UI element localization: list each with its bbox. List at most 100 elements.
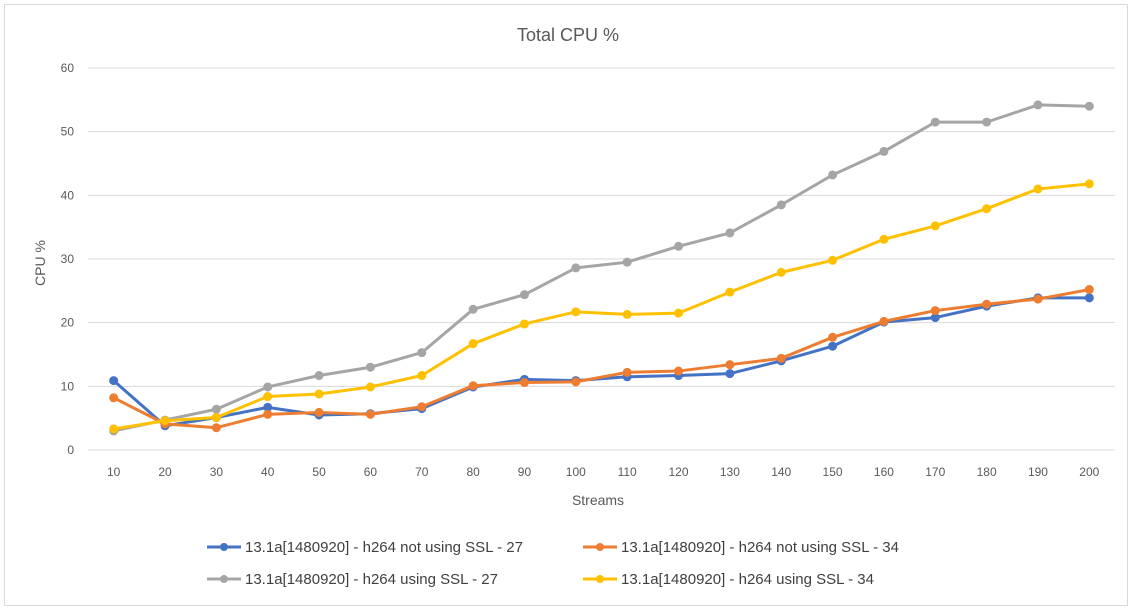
x-tick-label: 130: [720, 465, 740, 479]
x-tick-label: 50: [312, 465, 326, 479]
series-line: [112, 296, 1091, 428]
data-point: [1084, 179, 1094, 189]
data-point: [622, 309, 632, 319]
data-point: [314, 371, 324, 381]
data-point: [417, 402, 427, 412]
data-point: [571, 377, 581, 387]
data-point: [211, 404, 221, 414]
data-point: [109, 376, 119, 386]
data-point: [1084, 293, 1094, 303]
data-point: [828, 341, 838, 351]
y-axis-label: CPU %: [32, 240, 48, 286]
data-point: [674, 366, 684, 376]
x-tick-label: 140: [771, 465, 791, 479]
series-4: [109, 179, 1094, 434]
x-tick-label: 90: [518, 465, 532, 479]
series-line: [112, 288, 1091, 430]
legend-label: 13.1a[1480920] - h264 using SSL - 27: [245, 571, 498, 588]
x-tick-label: 20: [158, 465, 172, 479]
data-point: [674, 241, 684, 251]
legend-label: 13.1a[1480920] - h264 not using SSL - 34: [621, 539, 899, 556]
data-point: [519, 319, 529, 329]
data-point: [930, 306, 940, 316]
data-point: [468, 381, 478, 391]
data-point: [519, 290, 529, 300]
data-point: [211, 413, 221, 423]
y-axis-ticks: 0 10 20 30 40 50 60: [61, 61, 75, 457]
data-point: [982, 299, 992, 309]
data-point: [468, 339, 478, 349]
legend-item-2: 13.1a[1480920] - h264 not using SSL - 34: [583, 539, 899, 556]
data-point: [725, 360, 735, 370]
legend-item-1: 13.1a[1480920] - h264 not using SSL - 27: [207, 539, 523, 556]
legend-marker: [220, 543, 228, 551]
x-tick-label: 150: [823, 465, 843, 479]
data-point: [828, 332, 838, 342]
series-line: [112, 182, 1091, 431]
x-tick-label: 200: [1079, 465, 1099, 479]
data-point: [109, 393, 119, 403]
data-point: [982, 204, 992, 214]
x-axis-label: Streams: [572, 492, 624, 508]
data-point: [519, 378, 529, 388]
data-point: [1033, 294, 1043, 304]
data-point: [622, 367, 632, 377]
data-point: [725, 369, 735, 379]
x-tick-label: 100: [566, 465, 586, 479]
data-point: [1084, 101, 1094, 111]
series-3: [109, 100, 1094, 436]
data-point: [263, 382, 273, 392]
x-tick-label: 190: [1028, 465, 1048, 479]
x-tick-label: 60: [364, 465, 378, 479]
x-tick-label: 40: [261, 465, 275, 479]
chart-title: Total CPU %: [517, 25, 619, 45]
data-point: [365, 409, 375, 419]
legend-label: 13.1a[1480920] - h264 using SSL - 34: [621, 571, 874, 588]
y-tick-label: 30: [61, 252, 75, 266]
x-tick-label: 30: [210, 465, 224, 479]
data-point: [417, 348, 427, 358]
data-point: [725, 228, 735, 238]
data-point: [776, 267, 786, 277]
data-point: [1033, 100, 1043, 110]
data-point: [109, 424, 119, 434]
data-point: [879, 316, 889, 326]
x-tick-label: 70: [415, 465, 429, 479]
data-point: [1084, 285, 1094, 295]
data-point: [674, 308, 684, 318]
data-point: [828, 170, 838, 180]
data-point: [468, 304, 478, 314]
x-tick-label: 180: [977, 465, 997, 479]
data-point: [776, 353, 786, 363]
x-axis-ticks: 10 20 30 40 50 60 70 80 90 100 110 120 130 140 150 160 1…: [107, 465, 1100, 479]
data-point: [314, 407, 324, 417]
y-tick-label: 40: [61, 188, 75, 202]
data-point: [828, 255, 838, 265]
legend-item-3: 13.1a[1480920] - h264 using SSL - 27: [207, 571, 498, 588]
data-point: [571, 307, 581, 317]
data-point: [879, 146, 889, 156]
y-tick-label: 50: [61, 125, 75, 139]
x-tick-label: 120: [669, 465, 689, 479]
data-point: [622, 257, 632, 267]
x-tick-label: 110: [618, 465, 637, 479]
series-group: [109, 100, 1094, 436]
line-chart: Total CPU % 0 10 20 30 40 50 60 10 20 30 40 50 60 70…: [32, 25, 1115, 588]
data-point: [1033, 184, 1043, 194]
y-tick-label: 20: [61, 316, 75, 330]
data-point: [365, 382, 375, 392]
data-point: [417, 371, 427, 381]
x-tick-label: 80: [466, 465, 480, 479]
data-point: [263, 392, 273, 402]
legend-marker: [220, 575, 228, 583]
y-tick-label: 10: [61, 379, 75, 393]
data-point: [776, 200, 786, 210]
legend-marker: [596, 575, 604, 583]
y-tick-label: 0: [67, 443, 74, 457]
data-point: [930, 221, 940, 231]
data-point: [930, 117, 940, 127]
x-tick-label: 10: [107, 465, 121, 479]
data-point: [571, 263, 581, 273]
data-point: [211, 423, 221, 433]
legend-item-4: 13.1a[1480920] - h264 using SSL - 34: [583, 571, 874, 588]
